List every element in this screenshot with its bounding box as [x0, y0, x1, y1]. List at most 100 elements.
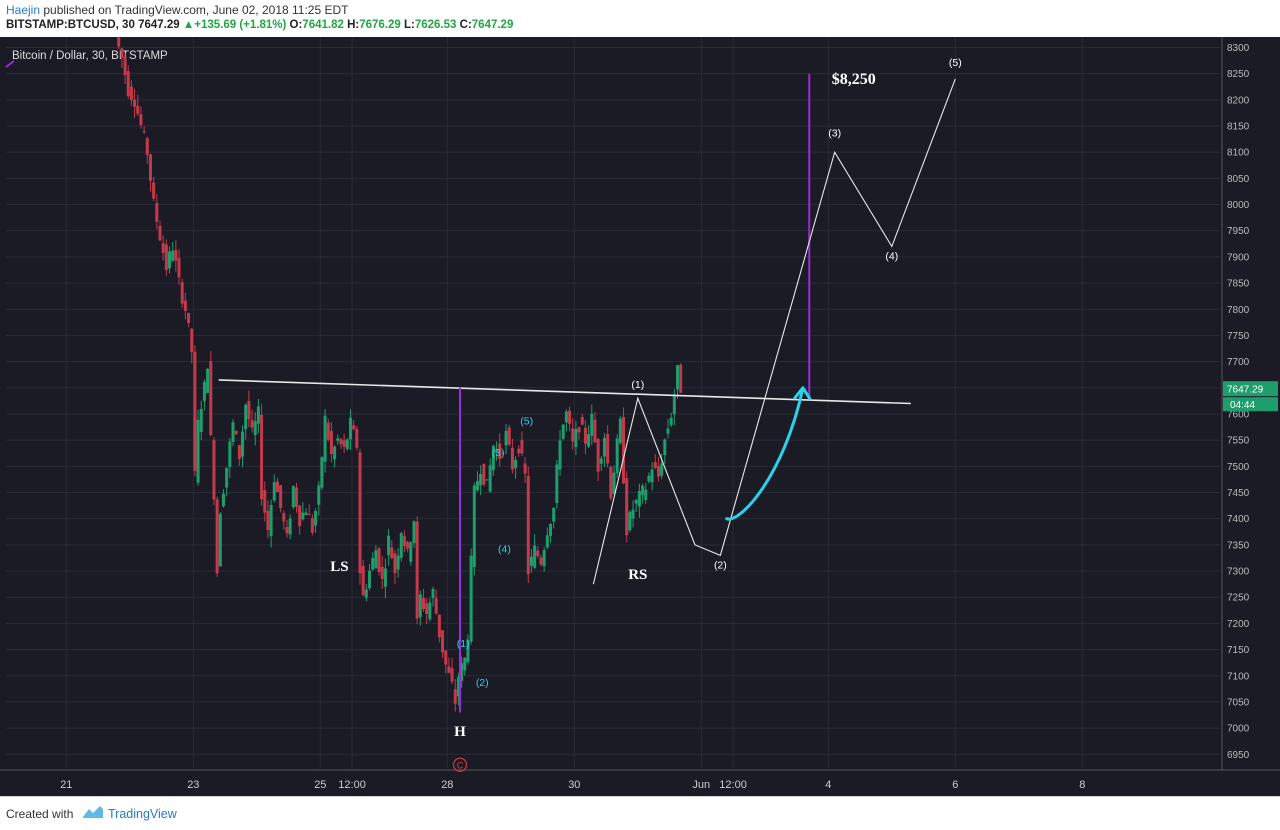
candle-body — [602, 437, 606, 457]
open-label: O: — [289, 19, 303, 31]
candle-body — [256, 406, 260, 424]
candle-body — [482, 463, 486, 485]
candle-body — [142, 131, 146, 133]
candle-body — [542, 550, 546, 567]
candle-body — [342, 440, 346, 447]
candle-body — [656, 465, 660, 477]
candle-body — [250, 419, 254, 428]
candle-body — [574, 429, 578, 448]
candle-body — [679, 364, 683, 393]
candle-body — [120, 48, 124, 58]
candle-body — [234, 431, 238, 435]
y-tick-label: 7300 — [1227, 567, 1250, 578]
candle-body — [644, 489, 648, 500]
x-tick-label: Jun — [692, 779, 710, 791]
candle-body — [190, 328, 194, 353]
candle-body — [304, 512, 308, 515]
candle-body — [323, 415, 327, 462]
target-price-label: $8,250 — [832, 71, 876, 88]
candle-body — [161, 243, 165, 254]
x-tick-label: 30 — [568, 779, 580, 791]
candle-body — [155, 202, 159, 222]
created-with-text: Created with — [6, 807, 74, 821]
candle-body — [444, 650, 448, 665]
candle-body — [618, 418, 622, 443]
candle-body — [221, 493, 225, 507]
candle-body — [561, 424, 565, 439]
wave-label: (2) — [476, 677, 489, 689]
candle-body — [355, 428, 359, 448]
candle-body — [434, 598, 438, 614]
candle-body — [539, 557, 543, 565]
projection-wave-label: (2) — [714, 559, 727, 571]
candle-body — [422, 597, 426, 609]
y-tick-label: 8050 — [1227, 174, 1250, 185]
candle-body — [199, 408, 203, 432]
candle-body — [460, 663, 464, 681]
candle-body — [472, 485, 476, 568]
c-marker-label: C — [457, 760, 464, 770]
candle-body — [479, 473, 483, 486]
candle-body — [485, 479, 489, 481]
y-tick-label: 7500 — [1227, 462, 1250, 473]
candle-body — [206, 368, 210, 393]
candle-body — [164, 244, 168, 271]
candle-body — [237, 445, 241, 459]
candle-body — [599, 458, 603, 464]
y-tick-label: 6950 — [1227, 750, 1250, 761]
y-tick-label: 7150 — [1227, 645, 1250, 656]
low-label: L: — [404, 19, 415, 31]
y-tick-label: 7750 — [1227, 331, 1250, 342]
candle-body — [504, 430, 508, 446]
candle-body — [358, 452, 362, 574]
candle-body — [412, 521, 416, 544]
candle-body — [428, 602, 432, 620]
tradingview-brand[interactable]: TradingView — [108, 807, 177, 821]
candle-body — [533, 545, 537, 568]
price-chart[interactable]: 6950 7000 7050 7100 7150 7200 7250 7300 7350 7400… — [0, 37, 1280, 796]
candle-body — [593, 419, 597, 443]
candle-body — [279, 485, 283, 508]
candle-body — [587, 434, 591, 447]
candle-body — [231, 422, 235, 442]
candle-body — [431, 588, 435, 599]
candle-body — [510, 447, 514, 470]
candle-body — [580, 416, 584, 425]
candle-body — [387, 535, 391, 556]
candle-body — [288, 518, 292, 535]
candle-body — [396, 555, 400, 570]
candle-body — [291, 486, 295, 508]
candle-body — [174, 250, 178, 261]
author-link[interactable]: Haejin — [6, 3, 41, 17]
y-tick-label: 8200 — [1227, 95, 1250, 106]
price-change: +135.69 (+1.81%) — [194, 19, 287, 31]
high-label: H: — [347, 19, 360, 31]
candle-body — [552, 508, 556, 522]
wave-label: (1) — [457, 638, 470, 650]
candle-body — [364, 589, 368, 598]
close-label: C: — [459, 19, 472, 31]
wave-label: (4) — [498, 544, 511, 556]
price-axis-background — [1222, 37, 1280, 796]
candle-body — [437, 614, 441, 638]
candle-body — [390, 547, 394, 559]
candle-body — [295, 487, 299, 507]
countdown-tag — [1223, 397, 1278, 412]
open-value: 7641.82 — [302, 19, 344, 31]
y-tick-label: 7900 — [1227, 252, 1250, 263]
candle-body — [517, 448, 521, 454]
candle-body — [583, 427, 587, 444]
candle-body — [529, 556, 533, 566]
candle-body — [158, 225, 162, 241]
candle-body — [272, 482, 276, 501]
candle-body — [326, 422, 330, 440]
candle-body — [450, 668, 454, 682]
candle-body — [361, 566, 365, 596]
published-text: published on TradingView.com, June 02, 2… — [43, 3, 349, 17]
candle-body — [393, 553, 397, 574]
candle-body — [653, 462, 657, 468]
y-tick-label: 7700 — [1227, 357, 1250, 368]
neckline — [218, 379, 911, 405]
candle-body — [215, 499, 219, 574]
elliott-wave-projection — [592, 78, 956, 585]
